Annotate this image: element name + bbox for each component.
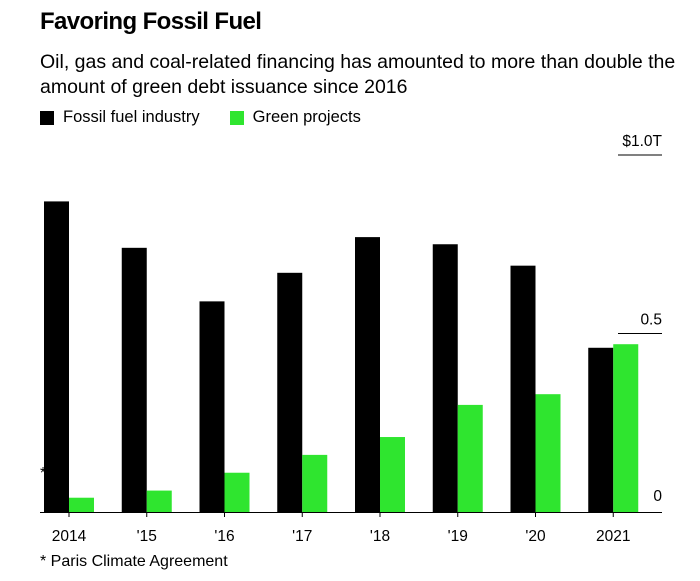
legend-swatch-green — [229, 110, 244, 125]
y-tick-label-0: $1.0T — [622, 133, 662, 150]
bar-green-1 — [146, 490, 172, 512]
x-tick-label-5: '19 — [448, 528, 468, 545]
bar-fossil-3 — [277, 272, 303, 512]
footnote: * Paris Climate Agreement — [40, 553, 228, 570]
x-tick-label-1: '15 — [137, 528, 157, 545]
bar-green-5 — [457, 404, 483, 512]
paris-agreement-marker: * — [40, 465, 46, 482]
legend-swatch-fossil — [40, 110, 54, 125]
x-tick-label-0: 2014 — [52, 528, 87, 545]
chart-title: Favoring Fossil Fuel — [40, 8, 262, 35]
bar-fossil-2 — [199, 301, 225, 512]
legend-item-fossil: Fossil fuel industry — [40, 108, 200, 127]
legend-label-fossil: Fossil fuel industry — [63, 108, 200, 126]
x-tick-label-6: '20 — [525, 528, 546, 545]
legend-item-green: Green projects — [229, 108, 361, 127]
bar-green-2 — [224, 472, 250, 512]
bar-green-4 — [380, 437, 405, 512]
legend: Fossil fuel industry Green projects — [40, 108, 391, 127]
x-tick-label-3: '17 — [292, 528, 312, 545]
x-tick-label-4: '18 — [370, 528, 390, 545]
y-tick-label-2: 0 — [653, 488, 662, 505]
y-tick-label-1: 0.5 — [640, 312, 662, 329]
bar-fossil-1 — [121, 247, 147, 512]
bar-fossil-6 — [510, 265, 536, 512]
bar-green-3 — [302, 454, 328, 512]
bar-green-6 — [535, 394, 561, 512]
bar-fossil-0 — [44, 201, 69, 512]
x-tick-label-7: 2021 — [596, 528, 630, 545]
bar-green-0 — [69, 497, 94, 512]
bar-fossil-4 — [355, 237, 380, 513]
chart-subtitle: Oil, gas and coal-related financing has … — [40, 51, 676, 98]
legend-label-green: Green projects — [252, 108, 361, 126]
bar-fossil-7 — [588, 347, 614, 512]
bar-fossil-5 — [432, 244, 458, 512]
x-tick-label-2: '16 — [214, 528, 234, 545]
bar-green-7 — [613, 344, 639, 512]
